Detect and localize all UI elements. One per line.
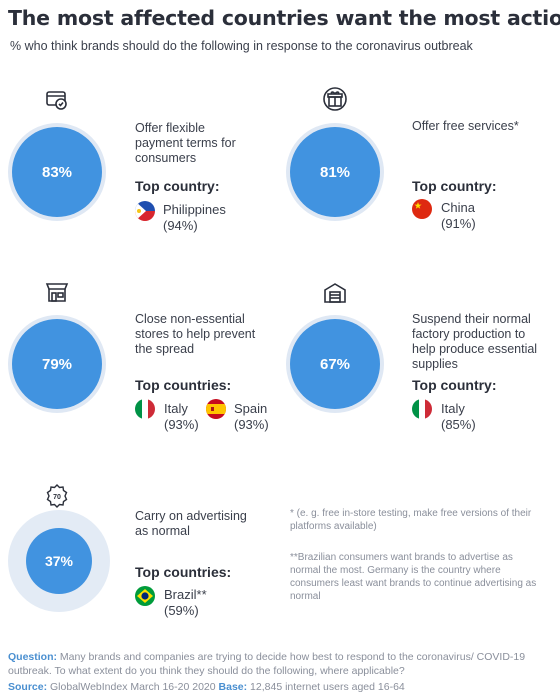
top-country-label: Top country: — [412, 178, 497, 194]
base-label: Base: — [218, 681, 248, 693]
base-text: 12,845 internet users aged 16-64 — [250, 681, 405, 693]
description-close-stores: Close non-essential stores to help preve… — [135, 312, 256, 356]
country-percent: (85%) — [441, 417, 476, 432]
spain-flag-icon — [206, 399, 226, 419]
footnote-brazil: **Brazilian consumers want brands to adv… — [290, 552, 537, 602]
advertising-badge-icon: 70 — [44, 483, 70, 509]
percent-circle-payment-terms: 83% — [12, 127, 102, 217]
brazil-flag-icon — [135, 586, 155, 606]
country-percent: (93%) — [164, 417, 199, 432]
percent-circle-factory-production: 67% — [290, 319, 380, 409]
description-free-services: Offer free services* — [412, 119, 519, 133]
description-advertising: Carry on advertising as normal — [135, 509, 247, 538]
payment-card-icon — [44, 86, 70, 112]
china-flag-icon — [412, 199, 432, 219]
source-text: GlobalWebIndex March 16-20 2020 — [50, 681, 216, 693]
source-label: Source: — [8, 681, 48, 693]
page-title: The most affected countries want the mos… — [8, 6, 560, 30]
percent-circle-free-services: 81% — [290, 127, 380, 217]
country-name: Brazil** — [164, 587, 207, 602]
country-name: Spain — [234, 401, 268, 416]
country-name: Italy — [164, 401, 188, 416]
question-text: Many brands and companies are trying to … — [8, 651, 526, 677]
page-subtitle: % who think brands should do the followi… — [10, 39, 473, 53]
italy-flag-icon — [412, 399, 432, 419]
footnote-free-services: * (e. g. free in-store testing, make fre… — [290, 508, 532, 532]
footer-question: Question: Many brands and companies are … — [8, 650, 556, 678]
country-name: Philippines — [163, 202, 226, 217]
country-name: China — [441, 200, 475, 215]
country-percent: (94%) — [163, 218, 198, 233]
description-factory-production: Suspend their normal factory production … — [412, 312, 538, 371]
country-percent: (93%) — [234, 417, 269, 432]
country-percent: (91%) — [441, 216, 476, 231]
top-country-label: Top country: — [412, 377, 497, 393]
description-payment-terms: Offer flexible payment terms for consume… — [135, 121, 236, 165]
footer-source: Source: GlobalWebIndex March 16-20 2020 … — [8, 680, 556, 694]
store-icon — [44, 280, 70, 306]
top-countries-label: Top countries: — [135, 377, 232, 393]
italy-flag-icon — [135, 399, 155, 419]
percent-circle-close-stores: 79% — [12, 319, 102, 409]
factory-icon — [322, 280, 348, 306]
philippines-flag-icon — [135, 201, 155, 221]
top-countries-label: Top countries: — [135, 564, 232, 580]
country-percent: (59%) — [164, 603, 199, 618]
svg-text:70: 70 — [53, 494, 61, 501]
percent-circle-advertising: 37% — [26, 528, 92, 594]
top-country-label: Top country: — [135, 178, 220, 194]
gift-icon — [322, 86, 348, 112]
question-label: Question: — [8, 651, 57, 663]
country-name: Italy — [441, 401, 465, 416]
